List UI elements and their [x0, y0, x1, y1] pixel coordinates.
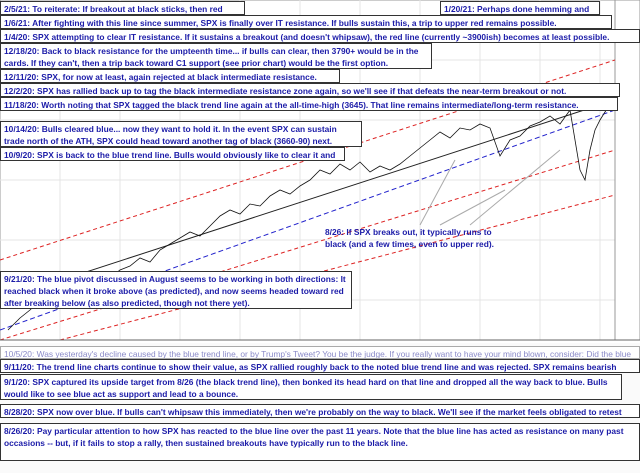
annotation: 1/20/21: Perhaps done hemming and hawing… [440, 1, 600, 15]
annotation: 8/26: If SPX breaks out, it typically ru… [325, 227, 494, 249]
annotation: 12/11/20: SPX, for now at least, again r… [0, 69, 340, 83]
annotation: 12/2/20: SPX has rallied back up to tag … [0, 83, 620, 97]
annotation: 1/6/21: After fighting with this line si… [0, 15, 612, 29]
annotation: 8/28/20: SPX now over blue. If bulls can… [0, 404, 640, 418]
annotation: 9/21/20: The blue pivot discussed in Aug… [0, 271, 352, 309]
annotation: 12/18/20: Back to black resistance for t… [0, 43, 432, 69]
annotation: 10/14/20: Bulls cleared blue... now they… [0, 121, 362, 147]
annotation: 1/4/20: SPX attempting to clear IT resis… [0, 29, 640, 43]
annotation: 11/18/20: Worth noting that SPX tagged t… [0, 97, 618, 111]
annotation: 9/1/20: SPX captured its upside target f… [0, 374, 622, 400]
annotation: 9/11/20: The trend line charts continue … [0, 359, 640, 373]
arrow [469, 149, 561, 226]
annotation: 8/26/20: Pay particular attention to how… [0, 423, 640, 461]
arrow [439, 189, 506, 226]
annotation: 10/5/20: Was yesterday's decline caused … [0, 346, 640, 359]
arrow [419, 159, 456, 226]
annotation: 10/9/20: SPX is back to the blue trend l… [0, 147, 345, 161]
annotation: 2/5/21: To reiterate: If breakout at bla… [0, 1, 245, 15]
